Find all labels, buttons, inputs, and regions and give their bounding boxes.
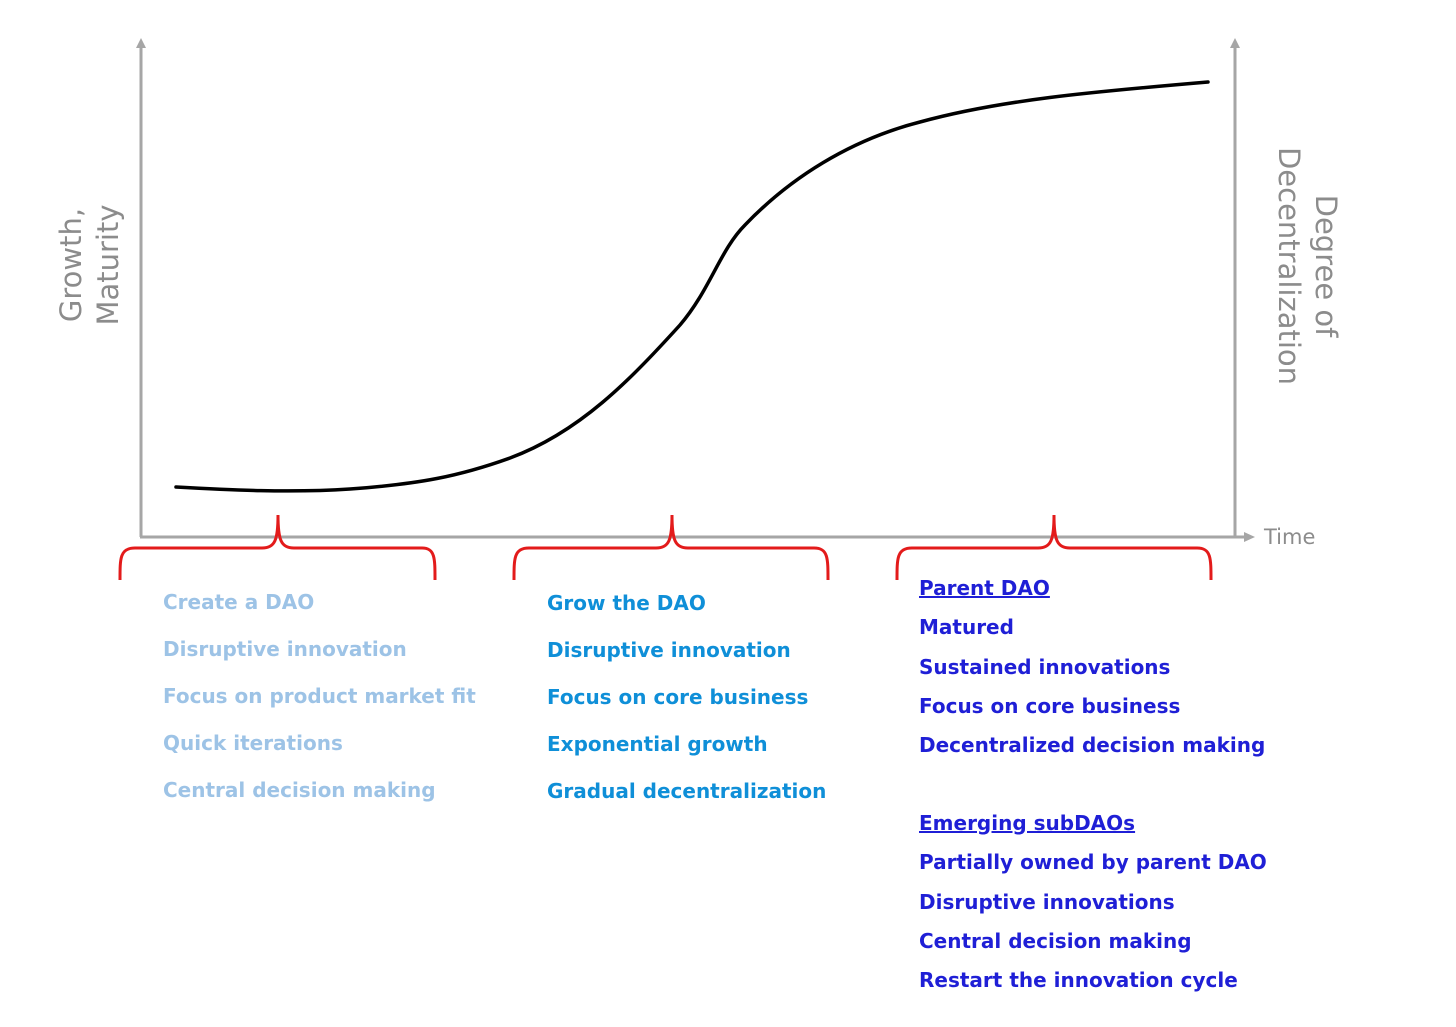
phase-3-bracket xyxy=(895,514,1213,581)
phase-1-item: Central decision making xyxy=(163,778,436,802)
phase-2-item: Exponential growth xyxy=(547,732,768,756)
phase-2-item: Focus on core business xyxy=(547,685,809,709)
phase-3-item: Disruptive innovations xyxy=(919,889,1175,914)
y-axis-left-label: Growth, Maturity xyxy=(53,204,127,325)
y-axis-left-label-line-1: Growth, xyxy=(54,207,88,323)
phase-3-item: Sustained innovations xyxy=(919,654,1171,679)
growth-s-curve xyxy=(174,80,1210,493)
y-axis-right-label-line-2: Decentralization xyxy=(1272,146,1306,386)
phase-2-list: Grow the DAO Disruptive innovation Focus… xyxy=(547,590,826,825)
x-axis-arrowhead xyxy=(1244,532,1255,542)
phase-3-item: Matured xyxy=(919,615,1014,640)
y-axis-right-arrowhead xyxy=(1230,38,1240,48)
phase-3-parent-dao-list: Parent DAO Matured Sustained innovations… xyxy=(919,575,1265,771)
phase-1-item: Focus on product market fit xyxy=(163,684,476,708)
phase-3-item: Restart the innovation cycle xyxy=(919,968,1238,992)
y-axis-right-label-line-1: Degree of xyxy=(1309,194,1343,338)
y-axis-left-arrowhead xyxy=(136,38,146,48)
phase-3-item: Decentralized decision making xyxy=(919,733,1266,757)
phase-3-item: Focus on core business xyxy=(919,693,1181,718)
phase-2-bracket xyxy=(512,514,830,581)
phase-1-bracket xyxy=(118,514,437,581)
phase-2-item: Grow the DAO xyxy=(547,591,706,615)
phase-1-item: Quick iterations xyxy=(163,731,343,755)
y-axis-left-label-line-2: Maturity xyxy=(91,204,125,326)
phase-2-item: Disruptive innovation xyxy=(547,638,791,662)
parent-dao-title: Parent DAO xyxy=(919,576,1050,600)
y-axis-right-label: Degree of Decentralization xyxy=(1270,147,1344,385)
phase-1-item: Disruptive innovation xyxy=(163,637,407,661)
phase-1-item: Create a DAO xyxy=(163,590,315,614)
phase-3-item: Central decision making xyxy=(919,928,1192,953)
x-axis-label: Time xyxy=(1264,525,1316,549)
phase-1-list: Create a DAO Disruptive innovation Focus… xyxy=(163,589,476,824)
phase-3-subdao-list: Emerging subDAOs Partially owned by pare… xyxy=(919,810,1267,1006)
emerging-subdaos-title: Emerging subDAOs xyxy=(919,811,1136,835)
phase-2-item: Gradual decentralization xyxy=(547,779,827,803)
phase-3-item: Partially owned by parent DAO xyxy=(919,850,1267,875)
